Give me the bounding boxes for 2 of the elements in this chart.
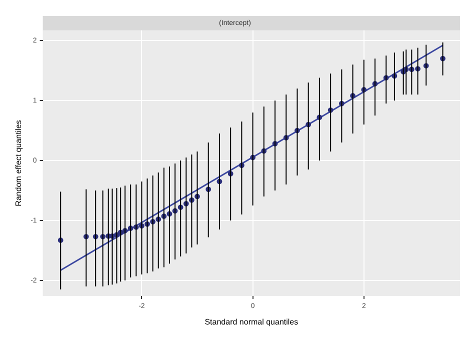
y-axis-title: Random effect quantiles [14,120,24,206]
x-axis-title: Standard normal quantiles [204,317,298,326]
